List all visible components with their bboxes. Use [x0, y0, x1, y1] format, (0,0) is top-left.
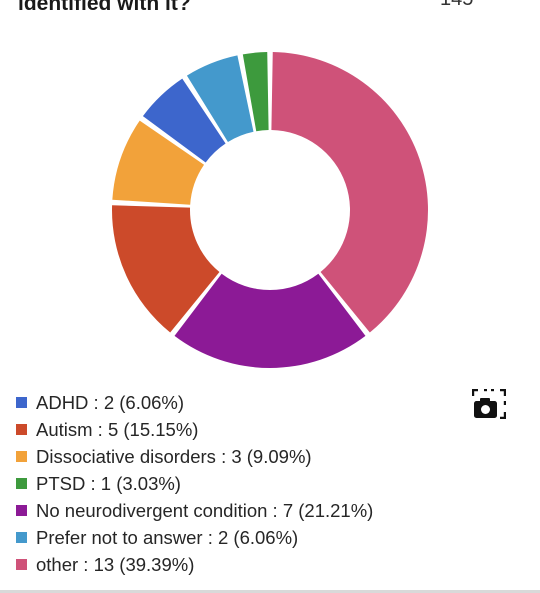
legend-label: Autism : 5 (15.15%): [36, 418, 199, 440]
legend-swatch: [16, 451, 27, 462]
donut-slice-ptsd[interactable]: [242, 52, 269, 132]
legend-swatch: [16, 478, 27, 489]
donut-chart: [112, 52, 429, 368]
donut-slice-dissociative-disorders[interactable]: [112, 120, 205, 205]
legend-label: Dissociative disorders : 3 (9.09%): [36, 445, 312, 467]
capture-button[interactable]: [471, 388, 507, 420]
camera-capture-icon: [471, 388, 507, 420]
legend-swatch: [16, 424, 27, 435]
donut-slice-other[interactable]: [271, 52, 429, 333]
legend-item[interactable]: ADHD : 2 (6.06%): [16, 389, 373, 416]
legend-item[interactable]: other : 13 (39.39%): [16, 551, 373, 578]
legend-swatch: [16, 397, 27, 408]
legend-item[interactable]: PTSD : 1 (3.03%): [16, 470, 373, 497]
legend-label: Prefer not to answer : 2 (6.06%): [36, 526, 299, 548]
legend-swatch: [16, 505, 27, 516]
chart-legend: ADHD : 2 (6.06%) Autism : 5 (15.15%) Dis…: [16, 389, 373, 578]
legend-label: No neurodivergent condition : 7 (21.21%): [36, 499, 374, 521]
legend-label: PTSD : 1 (3.03%): [36, 472, 181, 494]
donut-slice-no-neurodivergent-condition[interactable]: [174, 273, 366, 368]
donut-slice-adhd[interactable]: [142, 78, 226, 163]
donut-slice-prefer-not-to-answer[interactable]: [186, 55, 254, 142]
donut-slice-autism[interactable]: [112, 205, 220, 333]
legend-label: ADHD : 2 (6.06%): [36, 391, 185, 413]
legend-item[interactable]: Autism : 5 (15.15%): [16, 416, 373, 443]
footer-divider: [0, 590, 540, 593]
response-count: 145: [440, 0, 473, 11]
legend-item[interactable]: Dissociative disorders : 3 (9.09%): [16, 443, 373, 470]
legend-item[interactable]: Prefer not to answer : 2 (6.06%): [16, 524, 373, 551]
legend-label: other : 13 (39.39%): [36, 553, 195, 575]
legend-swatch: [16, 532, 27, 543]
question-title: identified with it?: [18, 0, 191, 15]
legend-swatch: [16, 559, 27, 570]
legend-item[interactable]: No neurodivergent condition : 7 (21.21%): [16, 497, 373, 524]
